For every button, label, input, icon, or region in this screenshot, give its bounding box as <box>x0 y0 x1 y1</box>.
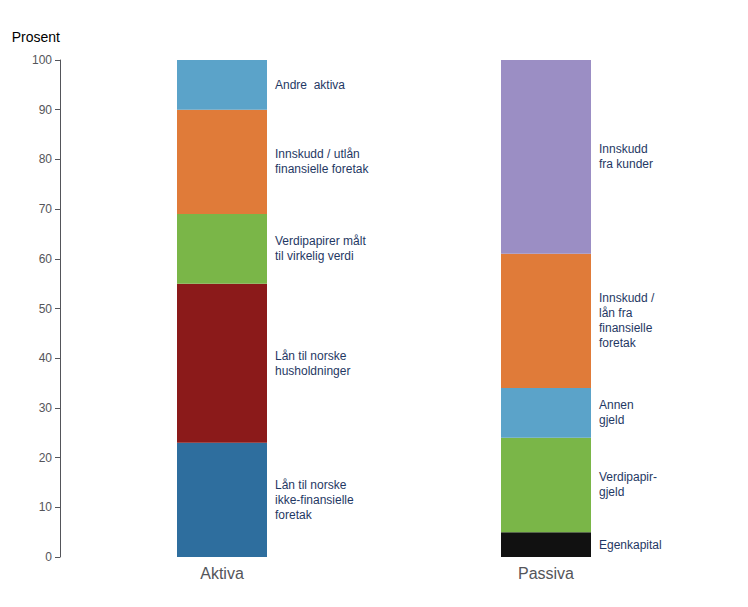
svg-text:100: 100 <box>32 53 52 67</box>
svg-text:fra kunder: fra kunder <box>599 157 653 171</box>
svg-text:ikke-finansielle: ikke-finansielle <box>275 493 354 507</box>
svg-text:finansielle foretak: finansielle foretak <box>275 162 369 176</box>
svg-text:70: 70 <box>39 202 53 216</box>
svg-text:Lån til norske: Lån til norske <box>275 478 347 492</box>
svg-text:20: 20 <box>39 451 53 465</box>
svg-text:Verdipapir-: Verdipapir- <box>599 470 657 484</box>
svg-text:finansielle: finansielle <box>599 321 653 335</box>
svg-text:30: 30 <box>39 401 53 415</box>
svg-text:Annen: Annen <box>599 398 634 412</box>
svg-text:gjeld: gjeld <box>599 413 624 427</box>
svg-text:foretak: foretak <box>599 336 637 350</box>
svg-text:Passiva: Passiva <box>518 565 574 582</box>
svg-text:til virkelig verdi: til virkelig verdi <box>275 249 354 263</box>
svg-text:husholdninger: husholdninger <box>275 364 350 378</box>
svg-text:10: 10 <box>39 500 53 514</box>
svg-text:lån fra: lån fra <box>599 306 633 320</box>
svg-text:Innskudd / utlån: Innskudd / utlån <box>275 147 360 161</box>
svg-text:gjeld: gjeld <box>599 485 624 499</box>
svg-text:Innskudd: Innskudd <box>599 142 648 156</box>
svg-text:40: 40 <box>39 351 53 365</box>
svg-text:90: 90 <box>39 103 53 117</box>
svg-text:Prosent: Prosent <box>12 29 60 45</box>
svg-text:60: 60 <box>39 252 53 266</box>
svg-text:Aktiva: Aktiva <box>200 565 244 582</box>
svg-text:80: 80 <box>39 152 53 166</box>
svg-text:Andre aktiva: Andre aktiva <box>275 78 345 92</box>
svg-text:0: 0 <box>45 550 52 564</box>
svg-text:Lån til norske: Lån til norske <box>275 349 347 363</box>
svg-text:Egenkapital: Egenkapital <box>599 538 662 552</box>
svg-text:foretak: foretak <box>275 508 313 522</box>
svg-text:Verdipapirer målt: Verdipapirer målt <box>275 234 366 248</box>
svg-text:50: 50 <box>39 302 53 316</box>
svg-text:Innskudd /: Innskudd / <box>599 291 655 305</box>
